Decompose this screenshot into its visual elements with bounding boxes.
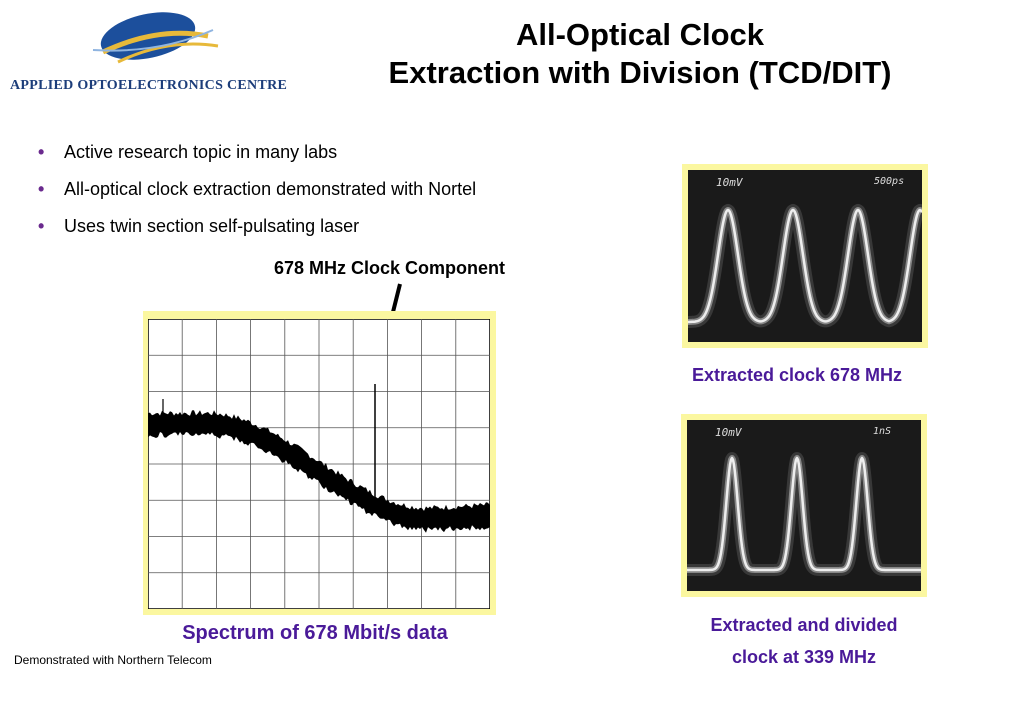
logo-swoosh-icon	[92, 12, 219, 64]
logo-text: APPLIED OPTOELECTRONICS CENTRE	[10, 78, 288, 93]
scope2-volt-label: 10mV	[715, 426, 743, 439]
scope2-time-label: 1nS	[873, 426, 891, 437]
spectrum-caption: Spectrum of 678 Mbit/s data	[182, 622, 448, 644]
bullet-text: All-optical clock extraction demonstrate…	[64, 179, 477, 199]
spectrum-screen	[148, 319, 490, 609]
bullet-text: Uses twin section self-pulsating laser	[64, 216, 360, 236]
scope-clock-678: 10mV 500ps	[682, 164, 928, 348]
bullet-dot-icon: •	[38, 142, 45, 162]
scope2-caption: Extracted and divided clock at 339 MHz	[670, 609, 938, 673]
bullet-item: • Active research topic in many labs	[36, 141, 476, 178]
spectrum-trace	[148, 410, 490, 533]
scope1-time-label: 500ps	[874, 176, 904, 187]
page-title: All-Optical Clock Extraction with Divisi…	[330, 16, 950, 92]
bullet-item: • Uses twin section self-pulsating laser	[36, 215, 476, 252]
pulse-trace	[688, 204, 922, 328]
scope-clock-678-screen: 10mV 500ps	[688, 170, 922, 342]
clock-component-annotation: 678 MHz Clock Component	[274, 258, 506, 278]
bullet-text: Active research topic in many labs	[64, 142, 338, 162]
scope-clock-339: 10mV 1nS	[681, 414, 927, 597]
title-line-1: All-Optical Clock	[515, 17, 765, 52]
logo	[8, 6, 293, 106]
scope2-caption-line-2: clock at 339 MHz	[731, 647, 877, 667]
title-line-2: Extraction with Division (TCD/DIT)	[388, 55, 892, 90]
bullet-dot-icon: •	[38, 179, 45, 199]
spectrum-grid	[148, 319, 490, 609]
bullet-list: • Active research topic in many labs • All…	[36, 141, 476, 252]
bullet-dot-icon: •	[38, 216, 45, 236]
scope2-caption-line-1: Extracted and divided	[710, 615, 898, 635]
pulse-trace	[687, 452, 921, 576]
scope-clock-339-screen: 10mV 1nS	[687, 420, 921, 591]
bullet-item: • All-optical clock extraction demonstrat…	[36, 178, 476, 215]
scope1-volt-label: 10mV	[716, 176, 744, 189]
spectrum-plot	[143, 311, 496, 615]
scope1-caption: Extracted clock 678 MHz	[691, 365, 903, 385]
footnote: Demonstrated with Northern Telecom	[14, 653, 212, 667]
